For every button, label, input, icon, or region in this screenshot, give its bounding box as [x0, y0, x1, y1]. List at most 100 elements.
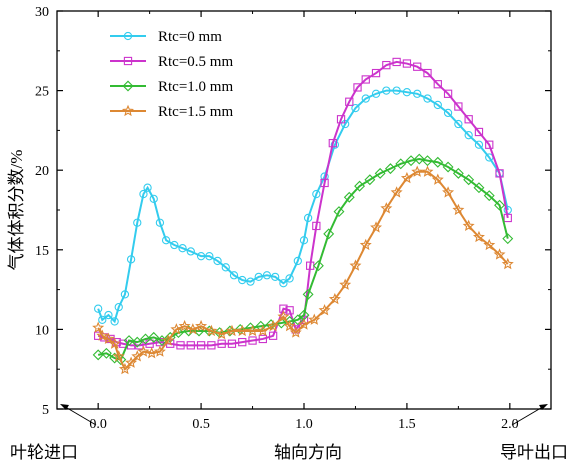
outlet-arrow-head: [539, 404, 548, 410]
legend-item: Rtc=0 mm: [110, 29, 222, 45]
y-axis-label: 气体体积分数/%: [7, 150, 26, 271]
data-point: [217, 339, 226, 348]
data-point: [413, 89, 422, 98]
data-point: [312, 221, 321, 231]
data-point: [289, 326, 302, 338]
legend-label: Rtc=1.5 mm: [158, 104, 233, 120]
data-point: [112, 350, 125, 362]
y-tick-label: 15: [35, 244, 49, 259]
data-point: [92, 321, 105, 333]
data-point: [100, 347, 112, 359]
data-point: [133, 218, 142, 227]
data-point: [413, 62, 422, 71]
data-point: [186, 323, 199, 335]
data-point: [442, 186, 455, 198]
data-point: [120, 290, 130, 299]
data-point: [303, 213, 313, 223]
data-point: [96, 329, 109, 341]
data-point: [285, 274, 294, 283]
impeller-inlet-label: 叶轮进口: [10, 443, 78, 462]
data-point: [143, 183, 152, 192]
data-point: [454, 102, 463, 111]
data-point: [162, 334, 175, 346]
data-point: [442, 161, 454, 173]
data-point: [501, 257, 514, 270]
data-point: [333, 206, 345, 218]
data-point: [433, 100, 442, 110]
data-point: [268, 331, 278, 340]
data-point: [390, 186, 403, 198]
data-point: [318, 304, 331, 316]
data-point: [178, 319, 191, 332]
data-point: [462, 219, 475, 232]
data-point: [312, 189, 321, 199]
data-point: [463, 174, 475, 186]
legend-label: Rtc=0.5 mm: [158, 54, 233, 70]
data-point: [361, 94, 370, 103]
data-point: [343, 191, 355, 203]
data-point: [256, 324, 269, 337]
data-point: [371, 89, 381, 98]
data-point: [323, 228, 335, 240]
data-point: [205, 252, 214, 261]
series-3: [92, 153, 514, 366]
data-point: [400, 171, 413, 184]
data-point: [238, 337, 247, 347]
y-axis-ticks: 5 10 15 20 25 30: [35, 5, 551, 418]
data-point: [205, 324, 218, 337]
data-point: [413, 153, 425, 165]
data-point: [227, 339, 237, 348]
data-point: [474, 127, 484, 137]
data-point: [145, 346, 158, 359]
data-point: [454, 119, 463, 129]
data-point: [292, 314, 304, 326]
data-point: [115, 354, 127, 366]
data-point: [118, 362, 131, 375]
data-point: [110, 317, 119, 326]
data-point: [452, 167, 464, 179]
data-point: [502, 233, 514, 245]
data-point: [473, 182, 485, 194]
data-point: [98, 315, 107, 324]
data-point: [123, 335, 135, 347]
data-point: [196, 252, 206, 261]
legend-item: Rtc=0.5 mm: [110, 54, 233, 70]
data-point: [186, 247, 195, 256]
data-point: [118, 339, 128, 348]
data-point: [283, 319, 296, 332]
data-point: [464, 115, 473, 124]
data-point: [384, 163, 396, 175]
data-point: [94, 304, 103, 313]
data-point: [328, 138, 337, 148]
data-point: [364, 174, 376, 186]
y-tick-label: 5: [42, 403, 49, 418]
legend: Rtc=0 mm Rtc=0.5 mm Rtc=1.0 mm Rtc=1.5 mm: [110, 29, 233, 120]
data-point: [137, 345, 150, 357]
data-point: [104, 310, 113, 320]
data-point: [472, 230, 485, 243]
data-point: [328, 292, 341, 305]
data-point: [443, 108, 453, 118]
data-point: [285, 306, 294, 315]
data-point: [345, 97, 354, 106]
data-point: [392, 86, 401, 95]
data-point: [370, 221, 383, 233]
data-point: [485, 140, 494, 149]
axis-direction-arrows: [60, 404, 548, 426]
data-point: [298, 318, 310, 330]
data-point: [196, 341, 206, 350]
data-point: [483, 238, 496, 251]
data-point: [229, 271, 239, 280]
data-point: [392, 57, 401, 67]
data-point: [195, 319, 208, 332]
data-point: [213, 256, 222, 266]
data-point: [336, 115, 346, 124]
data-point: [464, 131, 473, 140]
data-point: [215, 327, 228, 340]
inlet-arrow-head: [60, 404, 69, 410]
series-1: [94, 86, 512, 326]
data-point: [431, 173, 444, 185]
data-point: [382, 60, 391, 70]
data-point: [102, 332, 115, 345]
